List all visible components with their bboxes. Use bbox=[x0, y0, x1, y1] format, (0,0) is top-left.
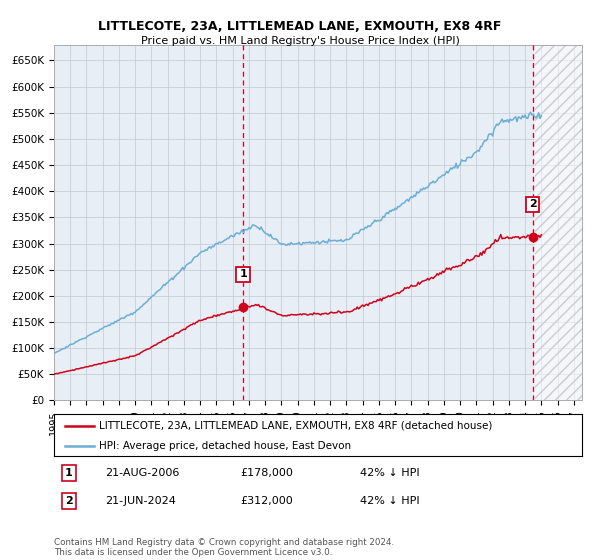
Bar bbox=[535, 45, 582, 400]
Text: 42% ↓ HPI: 42% ↓ HPI bbox=[360, 496, 419, 506]
Text: 1: 1 bbox=[65, 468, 73, 478]
Text: Price paid vs. HM Land Registry's House Price Index (HPI): Price paid vs. HM Land Registry's House … bbox=[140, 36, 460, 46]
Text: Contains HM Land Registry data © Crown copyright and database right 2024.
This d: Contains HM Land Registry data © Crown c… bbox=[54, 538, 394, 557]
Bar bbox=[535, 45, 582, 400]
Text: 2: 2 bbox=[65, 496, 73, 506]
Text: LITTLECOTE, 23A, LITTLEMEAD LANE, EXMOUTH, EX8 4RF: LITTLECOTE, 23A, LITTLEMEAD LANE, EXMOUT… bbox=[98, 20, 502, 32]
Text: 21-JUN-2024: 21-JUN-2024 bbox=[105, 496, 176, 506]
Text: 1: 1 bbox=[239, 269, 247, 279]
Text: LITTLECOTE, 23A, LITTLEMEAD LANE, EXMOUTH, EX8 4RF (detached house): LITTLECOTE, 23A, LITTLEMEAD LANE, EXMOUT… bbox=[99, 421, 492, 431]
Text: 42% ↓ HPI: 42% ↓ HPI bbox=[360, 468, 419, 478]
Text: £178,000: £178,000 bbox=[240, 468, 293, 478]
Text: 2: 2 bbox=[529, 199, 536, 209]
Text: £312,000: £312,000 bbox=[240, 496, 293, 506]
Text: 21-AUG-2006: 21-AUG-2006 bbox=[105, 468, 179, 478]
Text: HPI: Average price, detached house, East Devon: HPI: Average price, detached house, East… bbox=[99, 441, 351, 451]
